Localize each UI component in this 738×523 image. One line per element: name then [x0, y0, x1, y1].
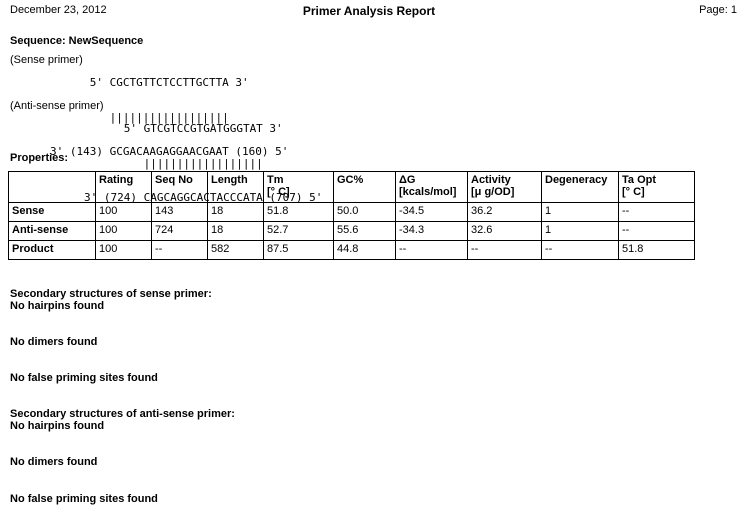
page-number: Page: 1 — [699, 4, 737, 16]
sense-gc: 50.0 — [333, 202, 396, 222]
secondary-sense-no-hairpins: No hairpins found — [10, 300, 105, 312]
col-header-blank — [8, 171, 96, 203]
antisense-match-bars: |||||||||||||||||| — [143, 156, 263, 170]
col-header-ta-opt: Ta Opt [° C] — [618, 171, 695, 203]
sequence-name: Sequence: NewSequence — [10, 35, 144, 47]
product-ta-opt: 51.8 — [618, 240, 695, 260]
report-title: Primer Analysis Report — [302, 4, 436, 18]
report-date: December 23, 2012 — [10, 4, 107, 16]
product-degeneracy: -- — [541, 240, 619, 260]
antisense-activity: 32.6 — [467, 221, 542, 241]
secondary-antisense-no-false-priming: No false priming sites found — [10, 493, 158, 505]
row-label-antisense: Anti-sense — [8, 221, 96, 241]
sense-rating: 100 — [95, 202, 152, 222]
antisense-ta-opt: -- — [618, 221, 695, 241]
table-row-antisense: Anti-sense 100 724 18 52.7 55.6 -34.3 32… — [8, 221, 695, 241]
sense-activity: 36.2 — [467, 202, 542, 222]
col-header-activity: Activity [μ g/OD] — [467, 171, 542, 203]
product-length: 582 — [207, 240, 264, 260]
antisense-tm: 52.7 — [263, 221, 334, 241]
properties-heading: Properties: — [10, 152, 69, 164]
antisense-dg: -34.3 — [395, 221, 468, 241]
sense-length: 18 — [207, 202, 264, 222]
antisense-seq-no: 724 — [151, 221, 208, 241]
sense-dg: -34.5 — [395, 202, 468, 222]
table-header-row: Rating Seq No Length Tm [° C] GC% ΔG [kc… — [8, 171, 695, 203]
col-header-rating: Rating — [95, 171, 152, 203]
antisense-primer-label: (Anti-sense primer) — [10, 100, 104, 112]
sense-seq-no: 143 — [151, 202, 208, 222]
row-label-sense: Sense — [8, 202, 96, 222]
sense-match-bars: |||||||||||||||||| — [109, 110, 229, 124]
col-header-length: Length — [207, 171, 264, 203]
sense-primer-alignment-text: 5' CGCTGTTCTCCTTGCTTA 3' |||||||||||||||… — [50, 54, 738, 181]
report-header: December 23, 2012 Primer Analysis Report… — [0, 4, 738, 20]
col-header-gc: GC% — [333, 171, 396, 203]
product-gc: 44.8 — [333, 240, 396, 260]
secondary-sense-no-false-priming: No false priming sites found — [10, 372, 158, 384]
sense-ta-opt: -- — [618, 202, 695, 222]
col-header-degeneracy: Degeneracy — [541, 171, 619, 203]
product-rating: 100 — [95, 240, 152, 260]
col-header-tm: Tm [° C] — [263, 171, 334, 203]
row-label-product: Product — [8, 240, 96, 260]
col-header-seq-no: Seq No — [151, 171, 208, 203]
product-seq-no: -- — [151, 240, 208, 260]
antisense-length: 18 — [207, 221, 264, 241]
antisense-rating: 100 — [95, 221, 152, 241]
product-dg: -- — [395, 240, 468, 260]
antisense-degeneracy: 1 — [541, 221, 619, 241]
secondary-antisense-no-hairpins: No hairpins found — [10, 420, 105, 432]
antisense-gc: 55.6 — [333, 221, 396, 241]
sense-degeneracy: 1 — [541, 202, 619, 222]
secondary-sense-heading: Secondary structures of sense primer: — [10, 288, 212, 300]
sense-primer-sequence: 5' CGCTGTTCTCCTTGCTTA 3' — [89, 76, 249, 89]
secondary-antisense-heading: Secondary structures of anti-sense prime… — [10, 408, 235, 420]
table-row-sense: Sense 100 143 18 51.8 50.0 -34.5 36.2 1 … — [8, 202, 695, 222]
table-row-product: Product 100 -- 582 87.5 44.8 -- -- -- 51… — [8, 240, 695, 260]
product-tm: 87.5 — [263, 240, 334, 260]
sense-primer-label: (Sense primer) — [10, 54, 83, 66]
sense-tm: 51.8 — [263, 202, 334, 222]
sense-template-sequence: 3' (143) GCGACAAGAGGAACGAAT (160) 5' — [50, 145, 289, 158]
antisense-primer-sequence: 5' GTCGTCCGTGATGGGTAT 3' — [123, 122, 283, 135]
secondary-antisense-no-dimers: No dimers found — [10, 456, 98, 468]
properties-table: Rating Seq No Length Tm [° C] GC% ΔG [kc… — [8, 171, 695, 260]
secondary-sense-no-dimers: No dimers found — [10, 336, 98, 348]
product-activity: -- — [467, 240, 542, 260]
sense-primer-alignment: (Sense primer) 5' CGCTGTTCTCCTTGCTTA 3' … — [0, 54, 738, 181]
col-header-dg: ΔG [kcals/mol] — [395, 171, 468, 203]
